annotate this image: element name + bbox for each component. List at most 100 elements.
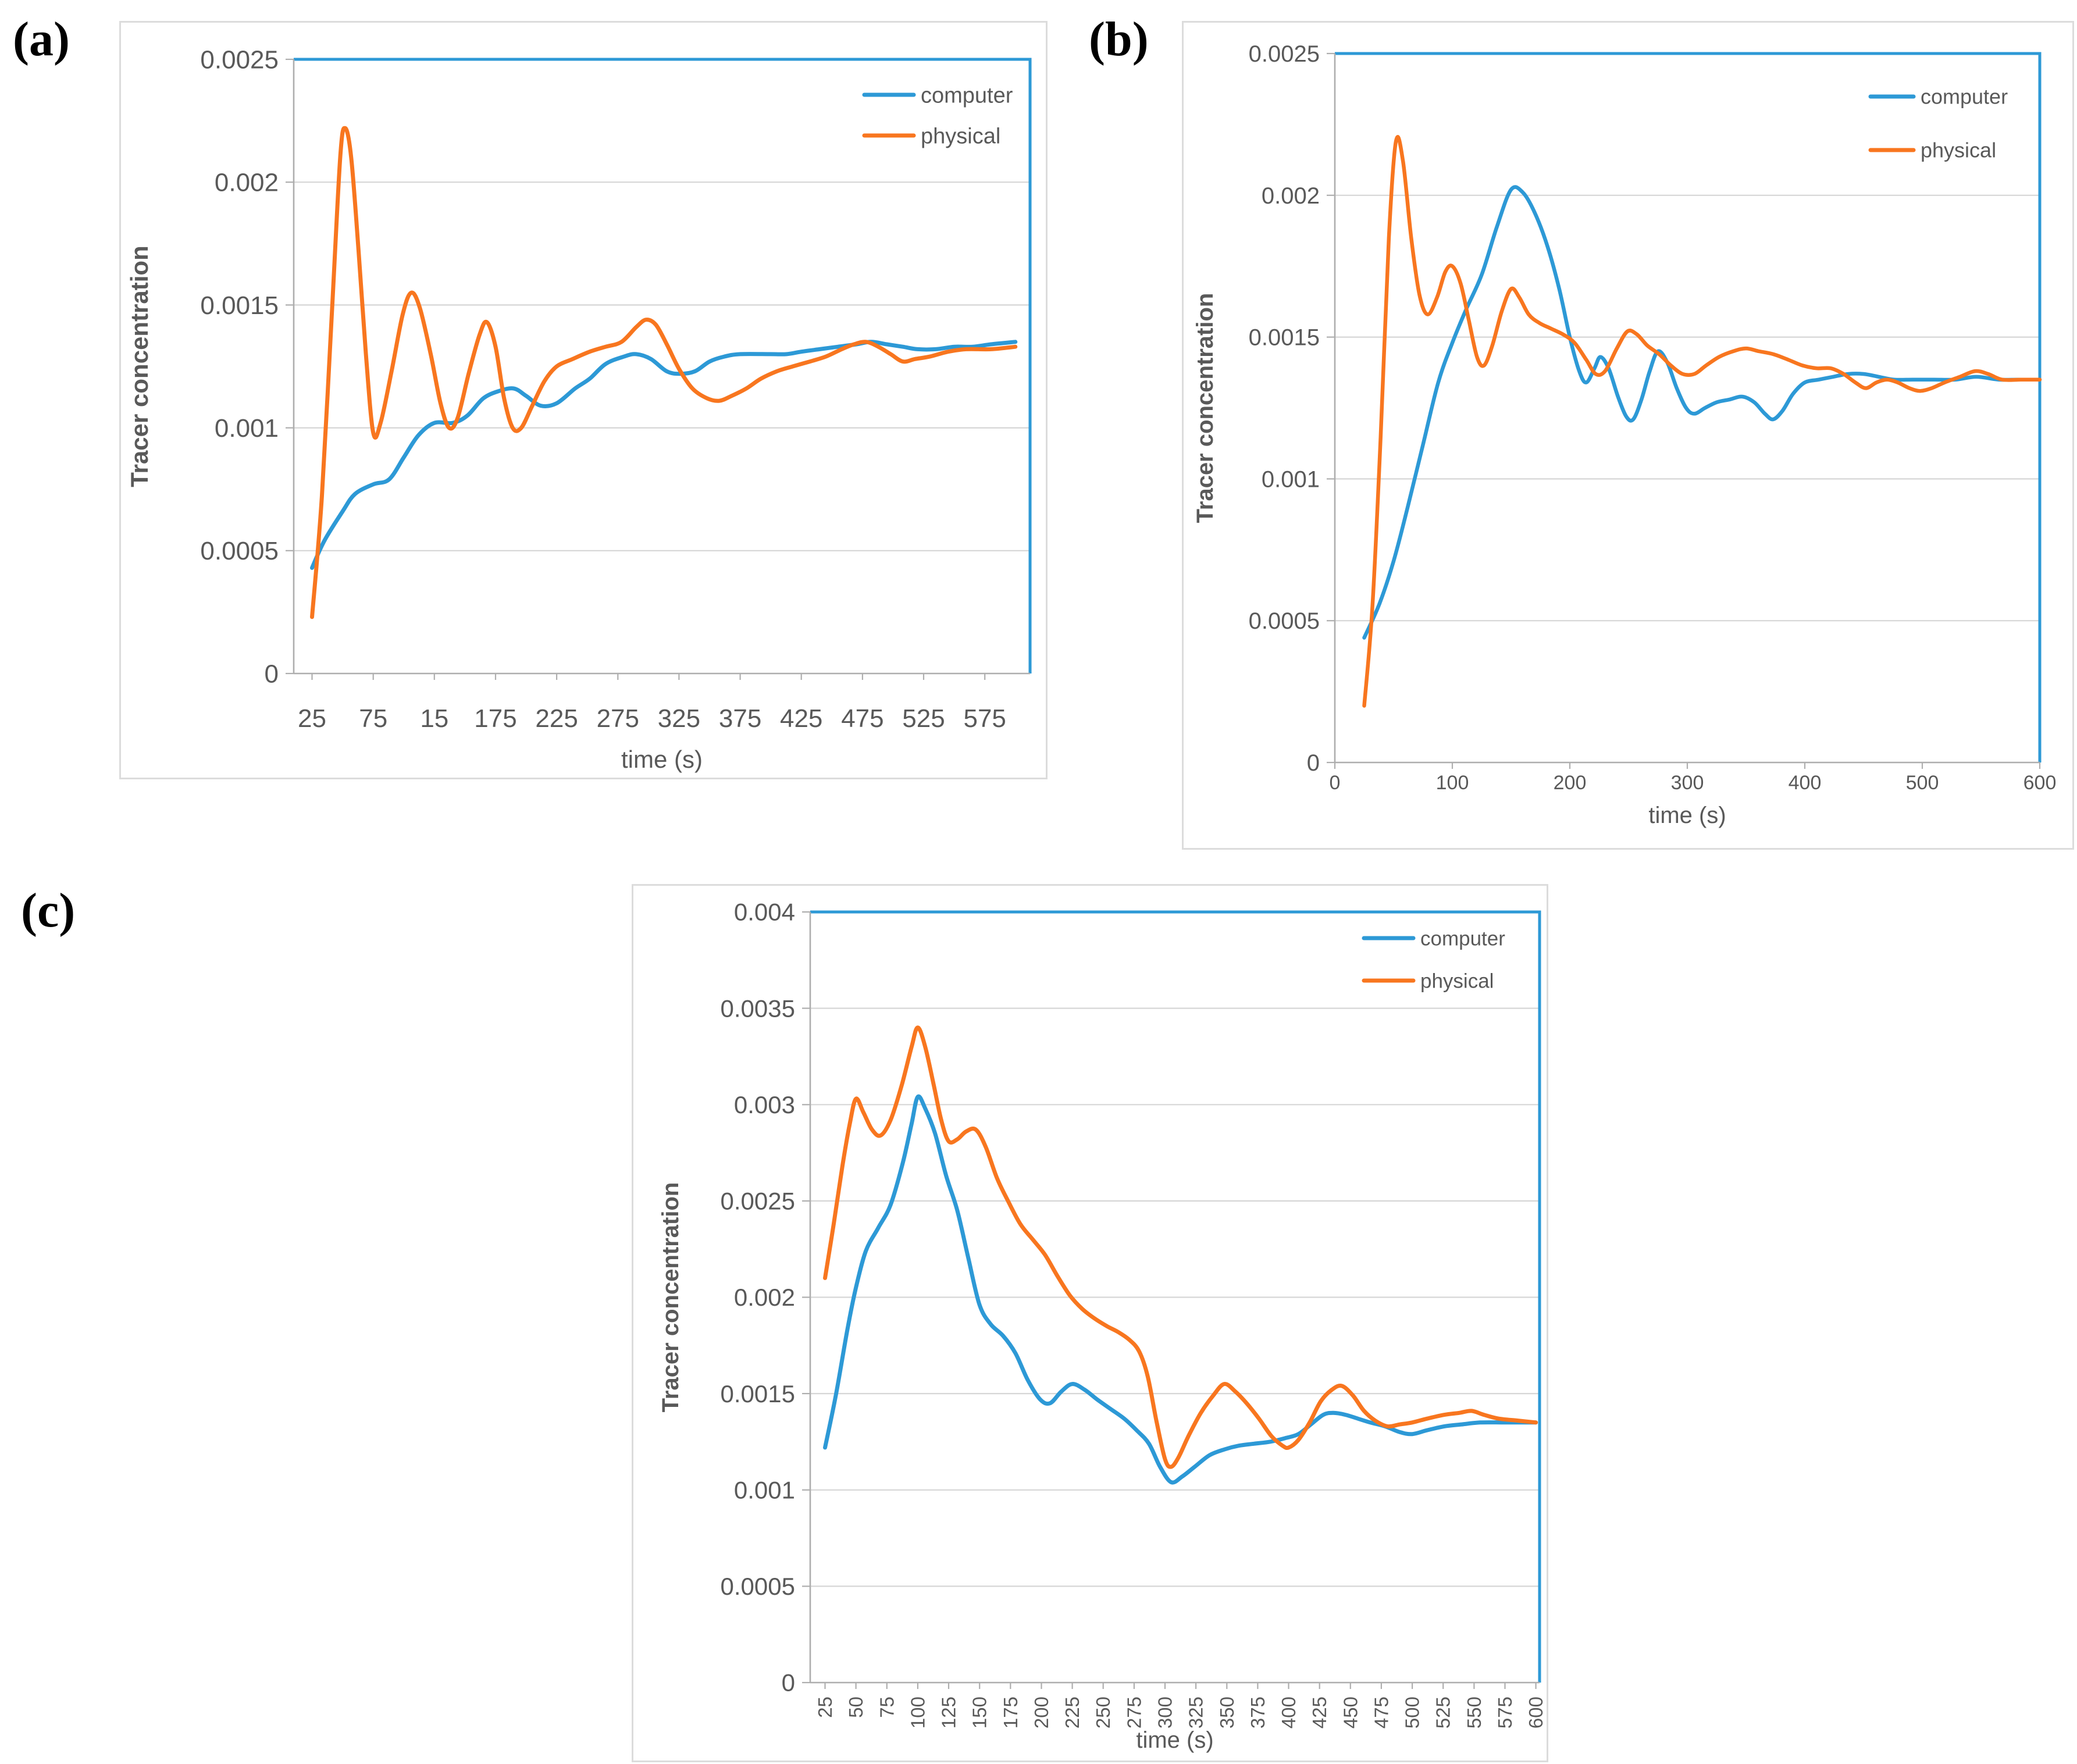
chart-panel-b: 0 0.0005 0.001 0.0015 0.002 0.0025 0 100 200 300 4… [1182,21,2074,850]
legend-item-physical: physical [1362,970,1494,992]
x-tick-label: 600 [1525,1697,1547,1729]
x-tick-label: 450 [1339,1697,1361,1729]
x-axis-title: time (s) [621,746,703,773]
x-tick-label: 300 [1155,1697,1176,1729]
chart-panel-a: 0 0.0005 0.001 0.0015 0.002 0.0025 25 75 15 175 22… [119,21,1048,779]
plot-border [810,910,1541,1683]
y-tick-label: 0.0015 [200,291,279,320]
y-tick-label: 0.0025 [200,45,279,74]
y-tick-label: 0.001 [1262,466,1320,492]
x-tick-label: 200 [1031,1697,1052,1729]
x-tick-label: 300 [1671,772,1704,794]
legend-label-computer: computer [921,83,1013,108]
y-tick-label: 0.0015 [721,1380,795,1407]
x-tick-label: 75 [359,704,387,733]
x-axis-title: time (s) [1136,1727,1213,1753]
legend-label-computer: computer [1921,85,2008,109]
x-tick-label: 400 [1278,1697,1299,1729]
legend-item-physical: physical [862,124,1000,148]
y-axis-title: Tracer concentration [126,245,153,487]
y-tick-label: 0.004 [734,899,795,926]
x-tick-label: 225 [535,704,578,733]
x-tick-label: 175 [474,704,516,733]
y-tick-label: 0.0035 [721,995,795,1022]
x-tick-label: 25 [814,1697,836,1718]
x-tick-label: 525 [902,704,945,733]
x-tick-label: 25 [298,704,326,733]
x-tick-label: 225 [1061,1697,1083,1729]
series-line-physical [1362,135,2042,708]
x-tick-label: 500 [1402,1697,1423,1729]
x-tick-label: 125 [938,1697,960,1729]
chart-c-svg: 0 0.0005 0.001 0.0015 0.002 0.0025 0.003 0.0035… [658,899,1547,1753]
chart-a-svg: 0 0.0005 0.001 0.0015 0.002 0.0025 25 75 15 175 22… [126,45,1032,773]
chart-panel-c: 0 0.0005 0.001 0.0015 0.002 0.0025 0.003 0.0035… [632,884,1548,1762]
series-line-physical [310,126,1018,619]
x-tick-label: 325 [1185,1697,1207,1729]
x-tick-label: 475 [841,704,883,733]
y-tick-label: 0 [782,1669,795,1697]
x-tick-label: 600 [2023,772,2057,794]
panel-label-c: (c) [21,883,76,938]
plot-border [294,58,1032,673]
x-tick-label: 350 [1216,1697,1238,1729]
panel-label-b: (b) [1089,12,1149,66]
y-tick-label: 0.0005 [200,537,279,565]
y-tick-label: 0.002 [1262,183,1320,209]
x-tick-label: 15 [420,704,448,733]
y-tick-label: 0.002 [215,169,279,197]
x-tick-label: 100 [907,1697,928,1729]
x-tick-label: 250 [1092,1697,1114,1729]
legend-item-computer: computer [1868,85,2008,109]
x-tick-label: 525 [1433,1697,1454,1729]
y-tick-label: 0.0005 [1249,608,1320,634]
x-tick-label: 500 [1906,772,1939,794]
x-tick-label: 400 [1789,772,1822,794]
panel-label-a: (a) [13,12,70,66]
x-tick-label: 575 [1494,1697,1516,1729]
legend-label-physical: physical [1420,970,1494,992]
y-tick-label: 0.003 [734,1091,795,1118]
x-tick-label: 75 [876,1697,897,1718]
legend-label-physical: physical [921,124,1000,148]
y-tick-label: 0.0025 [721,1188,795,1215]
x-tick-label: 325 [658,704,700,733]
x-tick-label: 575 [963,704,1006,733]
y-tick-label: 0 [265,660,279,688]
legend-label-computer: computer [1420,927,1505,950]
series-line-computer [823,1094,1538,1485]
legend-label-physical: physical [1921,138,1996,162]
plot-border [1335,52,2042,762]
x-tick-label: 425 [1309,1697,1330,1729]
series-line-computer [310,340,1018,570]
y-axis-title: Tracer concentration [658,1182,683,1413]
y-tick-label: 0.001 [734,1477,795,1504]
legend-item-physical: physical [1868,138,1996,162]
y-axis-title: Tracer concentration [1192,293,1218,523]
x-tick-label: 550 [1463,1697,1485,1729]
series-line-computer [1362,185,2042,640]
y-tick-label: 0.0025 [1249,41,1320,67]
x-tick-label: 0 [1330,772,1341,794]
x-tick-label: 375 [1247,1697,1269,1729]
legend-item-computer: computer [1362,927,1505,950]
x-tick-label: 275 [1123,1697,1145,1729]
x-tick-label: 50 [845,1697,867,1718]
series-line-physical [823,1025,1538,1469]
x-tick-label: 475 [1370,1697,1392,1729]
x-tick-label: 275 [597,704,639,733]
y-tick-label: 0.001 [215,414,279,443]
y-tick-label: 0.0015 [1249,325,1320,351]
x-tick-label: 425 [780,704,822,733]
y-tick-label: 0.002 [734,1284,795,1311]
x-tick-label: 375 [719,704,761,733]
y-tick-label: 0.0005 [721,1573,795,1600]
chart-b-svg: 0 0.0005 0.001 0.0015 0.002 0.0025 0 100 200 300 4… [1192,41,2057,828]
x-tick-label: 150 [969,1697,991,1729]
x-axis-title: time (s) [1648,803,1726,828]
y-tick-label: 0 [1307,750,1320,776]
legend-item-computer: computer [862,83,1013,108]
x-tick-label: 100 [1436,772,1469,794]
x-tick-label: 200 [1554,772,1587,794]
x-tick-label: 175 [1000,1697,1021,1729]
